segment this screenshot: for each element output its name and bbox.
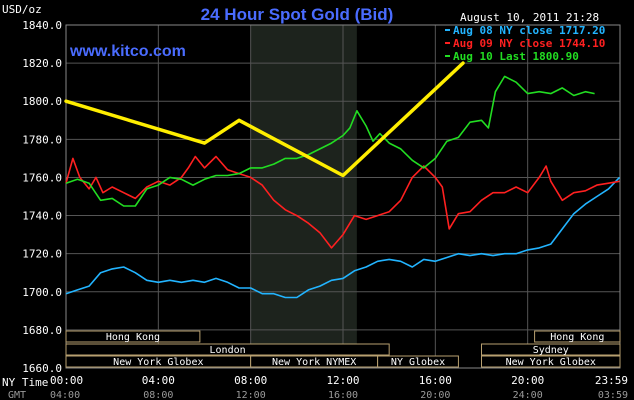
x-tick-label: 00:00 <box>50 374 83 387</box>
y-tick-label: 1800.0 <box>22 95 62 108</box>
legend-swatch <box>445 29 450 31</box>
y-tick-label: 1760.0 <box>22 171 62 184</box>
x-tick-label: 12:00 <box>326 374 359 387</box>
x-gmt-tick-label: 08:00 <box>143 390 173 400</box>
series-line-1 <box>65 155 620 249</box>
session-box <box>481 343 621 356</box>
x-tick-label: 20:00 <box>511 374 544 387</box>
session-label: NY Globex <box>391 357 445 368</box>
session-label: New York Globex <box>113 357 203 368</box>
legend-swatch <box>445 42 450 44</box>
annotation-line <box>64 61 465 178</box>
session-box <box>481 355 621 368</box>
x-gmt-tick-label: 04:00 <box>50 390 80 400</box>
yellow-trend-line <box>64 61 465 178</box>
y-tick-label: 1820.0 <box>22 57 62 70</box>
session-label: New York NYMEX <box>272 357 356 368</box>
y-axis-label: USD/oz <box>2 3 42 16</box>
y-tick-label: 1700.0 <box>22 286 62 299</box>
x-row-label-ny: NY Time <box>2 376 48 389</box>
session-box <box>534 330 621 343</box>
legend-swatch <box>445 55 450 57</box>
plot-border <box>65 24 621 369</box>
x-tick-label: 08:00 <box>234 374 267 387</box>
legend-entry: Aug 08 NY close 1717.20 <box>453 24 605 37</box>
brand-watermark: www.kitco.com <box>69 43 186 60</box>
x-gmt-tick-label: 12:00 <box>236 390 266 400</box>
x-gmt-tick-label: 20:00 <box>420 390 450 400</box>
session-box <box>65 343 390 356</box>
y-tick-label: 1780.0 <box>22 133 62 146</box>
y-tick-label: 1840.0 <box>22 19 62 32</box>
series-line-2 <box>65 75 595 207</box>
market-sessions: Hong Kong London New York Globex New York N… <box>65 330 621 368</box>
session-label: Hong Kong <box>106 332 160 343</box>
session-label: New York Globex <box>506 357 596 368</box>
y-tick-label: 1680.0 <box>22 324 62 337</box>
legend-entry: Aug 10 Last 1800.90 <box>453 50 579 63</box>
legend-entry: Aug 09 NY close 1744.10 <box>453 37 605 50</box>
y-tick-label: 1720.0 <box>22 248 62 261</box>
timestamp: August 10, 2011 21:28 <box>460 11 599 24</box>
x-row-label-gmt: GMT <box>8 390 26 400</box>
session-label: London <box>210 345 246 356</box>
series-line-0 <box>65 176 621 299</box>
x-gmt-tick-label: 24:00 <box>513 390 543 400</box>
nymex-shaded-region <box>250 25 357 368</box>
grid <box>65 24 621 369</box>
x-tick-label: 23:59 <box>595 374 628 387</box>
y-tick-label: 1740.0 <box>22 210 62 223</box>
session-box <box>65 330 201 343</box>
x-tick-label: 04:00 <box>142 374 175 387</box>
session-box <box>377 355 459 368</box>
y-axis-ticks: 1840.0 1820.0 1800.0 1780.0 1760.0 1740.0 1720… <box>22 19 62 375</box>
x-gmt-tick-label: 16:00 <box>328 390 358 400</box>
y-tick-label: 1660.0 <box>22 362 62 375</box>
x-gmt-tick-label: 03:59 <box>598 390 628 400</box>
x-tick-label: 16:00 <box>419 374 452 387</box>
session-label: Hong Kong <box>550 332 604 343</box>
session-label: Sydney <box>533 345 569 356</box>
plot-background <box>250 25 357 368</box>
series-lines <box>65 75 621 299</box>
chart-title: 24 Hour Spot Gold (Bid) <box>201 5 394 24</box>
